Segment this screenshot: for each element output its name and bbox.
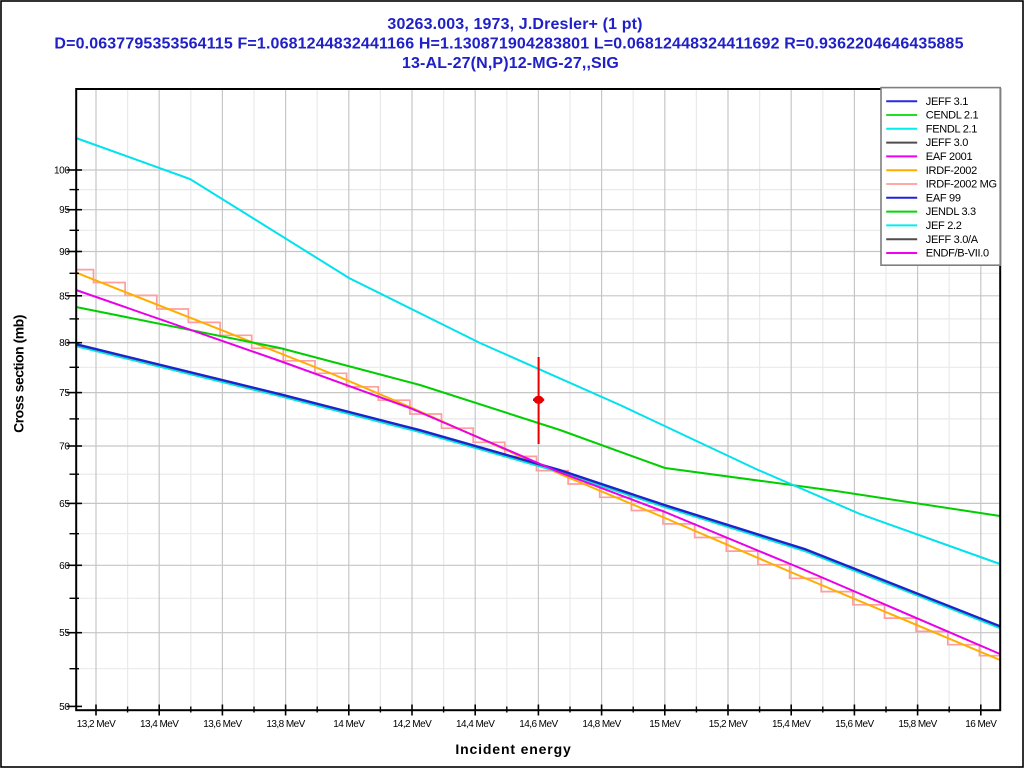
svg-text:Incident energy: Incident energy xyxy=(455,741,571,757)
svg-text:13,2 MeV: 13,2 MeV xyxy=(77,719,116,730)
svg-text:EAF 99: EAF 99 xyxy=(926,192,961,204)
svg-text:65: 65 xyxy=(59,499,70,510)
svg-text:85: 85 xyxy=(59,291,70,302)
svg-text:14,4 MeV: 14,4 MeV xyxy=(456,719,495,730)
svg-text:50: 50 xyxy=(59,702,70,713)
svg-text:IRDF-2002 MG: IRDF-2002 MG xyxy=(926,179,997,191)
svg-text:13,8 MeV: 13,8 MeV xyxy=(266,719,305,730)
svg-text:ENDF/B-VII.0: ENDF/B-VII.0 xyxy=(926,248,989,260)
svg-text:15,6 MeV: 15,6 MeV xyxy=(835,719,874,730)
svg-text:13-AL-27(N,P)12-MG-27,,SIG: 13-AL-27(N,P)12-MG-27,,SIG xyxy=(402,55,619,72)
svg-text:80: 80 xyxy=(59,338,70,349)
svg-text:CENDL 2.1: CENDL 2.1 xyxy=(926,110,979,122)
svg-text:JEFF 3.0: JEFF 3.0 xyxy=(926,137,968,149)
svg-text:75: 75 xyxy=(59,388,70,399)
svg-text:13,6 MeV: 13,6 MeV xyxy=(203,719,242,730)
svg-text:100: 100 xyxy=(54,166,70,177)
svg-text:Cross section (mb): Cross section (mb) xyxy=(11,315,27,433)
svg-text:IRDF-2002: IRDF-2002 xyxy=(926,165,977,177)
svg-text:14,6 MeV: 14,6 MeV xyxy=(519,719,558,730)
svg-text:14,2 MeV: 14,2 MeV xyxy=(393,719,432,730)
svg-text:70: 70 xyxy=(59,442,70,453)
svg-text:13,4 MeV: 13,4 MeV xyxy=(140,719,179,730)
svg-text:60: 60 xyxy=(59,561,70,572)
svg-text:55: 55 xyxy=(59,628,70,639)
svg-text:14,8 MeV: 14,8 MeV xyxy=(582,719,621,730)
svg-text:95: 95 xyxy=(59,205,70,216)
svg-text:30263.003, 1973, J.Dresler+ (1: 30263.003, 1973, J.Dresler+ (1 pt) xyxy=(387,16,642,33)
svg-text:90: 90 xyxy=(59,247,70,258)
svg-text:EAF 2001: EAF 2001 xyxy=(926,151,973,163)
svg-text:JEF 2.2: JEF 2.2 xyxy=(926,220,962,232)
svg-text:FENDL 2.1: FENDL 2.1 xyxy=(926,123,977,135)
svg-text:JEFF 3.0/A: JEFF 3.0/A xyxy=(926,234,979,246)
svg-text:16 MeV: 16 MeV xyxy=(965,719,997,730)
svg-text:JEFF 3.1: JEFF 3.1 xyxy=(926,96,968,108)
svg-text:15 MeV: 15 MeV xyxy=(649,719,681,730)
svg-text:D=0.0637795353564115 F=1.06812: D=0.0637795353564115 F=1.068124483244116… xyxy=(54,35,963,52)
svg-text:15,2 MeV: 15,2 MeV xyxy=(709,719,748,730)
svg-text:15,4 MeV: 15,4 MeV xyxy=(772,719,811,730)
svg-text:JENDL 3.3: JENDL 3.3 xyxy=(926,206,976,218)
svg-text:14 MeV: 14 MeV xyxy=(333,719,365,730)
svg-text:15,8 MeV: 15,8 MeV xyxy=(898,719,937,730)
